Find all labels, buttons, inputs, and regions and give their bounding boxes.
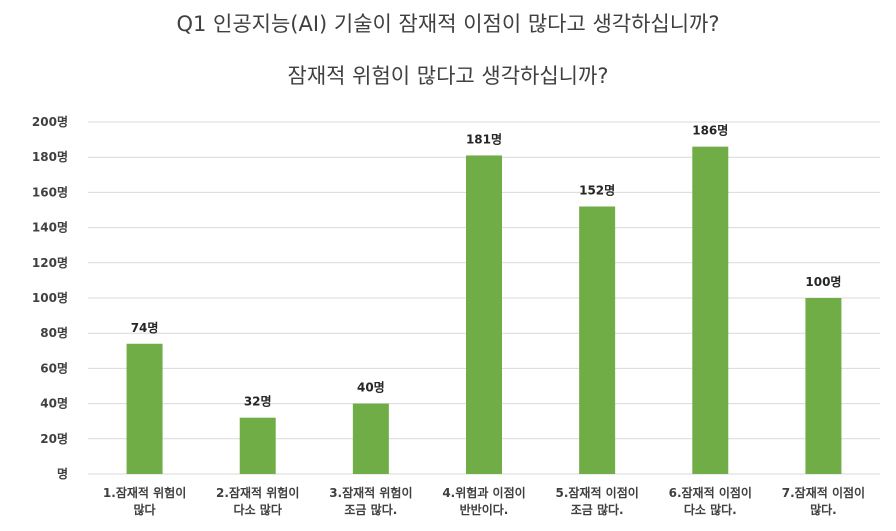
category-label: 많다. bbox=[810, 502, 837, 517]
y-tick-label: 80명 bbox=[40, 326, 68, 340]
y-tick-label: 200명 bbox=[32, 115, 68, 129]
category-label: 3.잠재적 위험이 bbox=[329, 485, 412, 500]
category-label: 조금 많다. bbox=[571, 502, 624, 517]
category-label: 7.잠재적 이점이 bbox=[782, 485, 865, 500]
data-labels: 74명 32명 40명 181명 152명 186명 100명 bbox=[131, 124, 842, 409]
category-label: 2.잠재적 위험이 bbox=[216, 485, 299, 500]
y-tick-label: 120명 bbox=[32, 256, 68, 270]
y-tick-label: 40명 bbox=[40, 397, 68, 411]
y-tick-label: 60명 bbox=[40, 361, 68, 375]
y-tick-label: 명 bbox=[57, 467, 68, 481]
category-label: 1.잠재적 위험이 bbox=[103, 485, 186, 500]
y-axis-ticks: 명 20명 40명 60명 80명 100명 120명 140명 160명 180명 200명 bbox=[32, 115, 68, 481]
data-label: 100명 bbox=[805, 275, 841, 289]
bar bbox=[579, 206, 616, 475]
y-tick-label: 100명 bbox=[32, 291, 68, 305]
category-label: 다소 많다. bbox=[684, 502, 737, 517]
category-label: 5.잠재적 이점이 bbox=[555, 485, 638, 500]
data-label: 152명 bbox=[579, 183, 615, 197]
y-tick-label: 180명 bbox=[32, 150, 68, 164]
category-label: 6.잠재적 이점이 bbox=[669, 485, 752, 500]
bar bbox=[805, 298, 842, 474]
bar bbox=[692, 146, 729, 474]
bars bbox=[126, 146, 842, 475]
bar bbox=[126, 343, 163, 474]
y-tick-label: 20명 bbox=[40, 432, 68, 446]
category-label: 4.위험과 이점이 bbox=[442, 485, 525, 500]
bar bbox=[239, 417, 276, 474]
y-tick-label: 140명 bbox=[32, 221, 68, 235]
data-label: 186명 bbox=[692, 124, 728, 138]
bar bbox=[352, 403, 389, 474]
chart-title-line-1: Q1 인공지능(AI) 기술이 잠재적 이점이 많다고 생각하십니까? bbox=[176, 12, 720, 36]
data-label: 181명 bbox=[466, 132, 502, 146]
category-label: 반반이다. bbox=[460, 502, 509, 517]
chart-title-line-2: 잠재적 위험이 많다고 생각하십니까? bbox=[287, 64, 609, 88]
data-label: 74명 bbox=[131, 321, 159, 335]
category-label: 다소 많다 bbox=[234, 502, 282, 517]
bar bbox=[466, 155, 502, 474]
data-label: 32명 bbox=[244, 395, 272, 409]
category-label: 많다 bbox=[134, 502, 156, 517]
y-tick-label: 160명 bbox=[32, 185, 68, 199]
data-label: 40명 bbox=[357, 381, 385, 395]
category-label: 조금 많다. bbox=[344, 502, 397, 517]
